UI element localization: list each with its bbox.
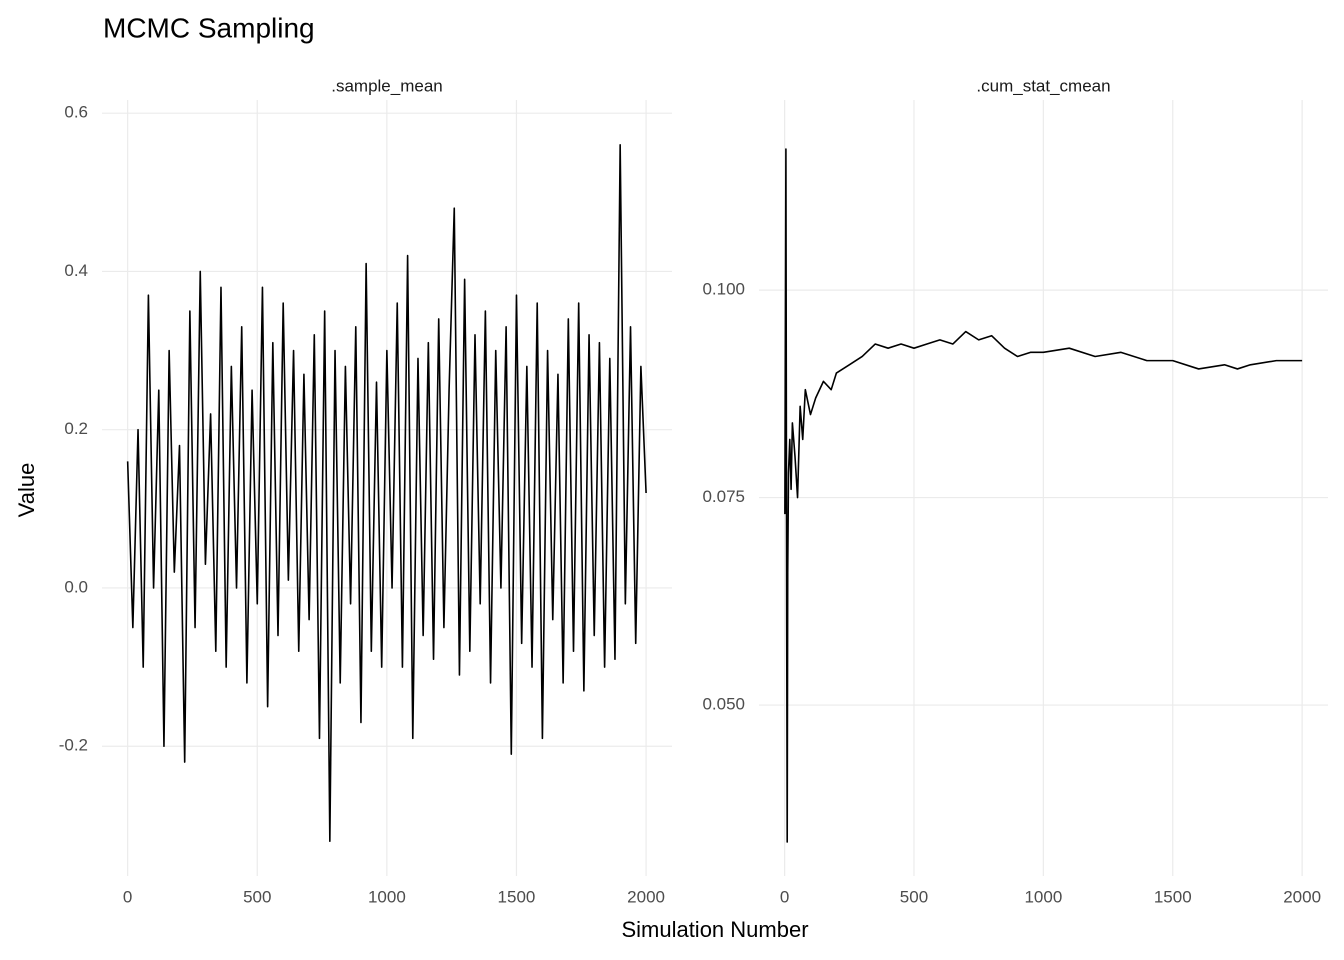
y-tick-label: 0.0	[64, 577, 88, 596]
data-line	[126, 144, 647, 842]
x-tick-label: 1500	[498, 887, 536, 906]
x-tick-label: 0	[780, 887, 789, 906]
facet-title: .cum_stat_cmean	[976, 76, 1110, 95]
facet-title: .sample_mean	[331, 76, 443, 95]
y-tick-label: 0.075	[702, 487, 745, 506]
y-tick-label: 0.6	[64, 103, 88, 122]
y-tick-label: 0.100	[702, 280, 745, 299]
x-tick-label: 500	[243, 887, 271, 906]
y-tick-label: 0.4	[64, 261, 88, 280]
y-axis-label: Value	[14, 463, 39, 518]
x-axis-label: Simulation Number	[621, 917, 808, 942]
data-line	[784, 148, 1303, 843]
x-tick-label: 2000	[627, 887, 665, 906]
x-tick-label: 2000	[1283, 887, 1321, 906]
x-tick-label: 1000	[1024, 887, 1062, 906]
x-tick-label: 500	[900, 887, 928, 906]
y-tick-label: -0.2	[59, 736, 88, 755]
x-tick-label: 1500	[1154, 887, 1192, 906]
y-tick-label: 0.050	[702, 695, 745, 714]
x-tick-label: 1000	[368, 887, 406, 906]
chart-title: MCMC Sampling	[103, 12, 315, 43]
x-tick-label: 0	[123, 887, 132, 906]
y-tick-label: 0.2	[64, 419, 88, 438]
